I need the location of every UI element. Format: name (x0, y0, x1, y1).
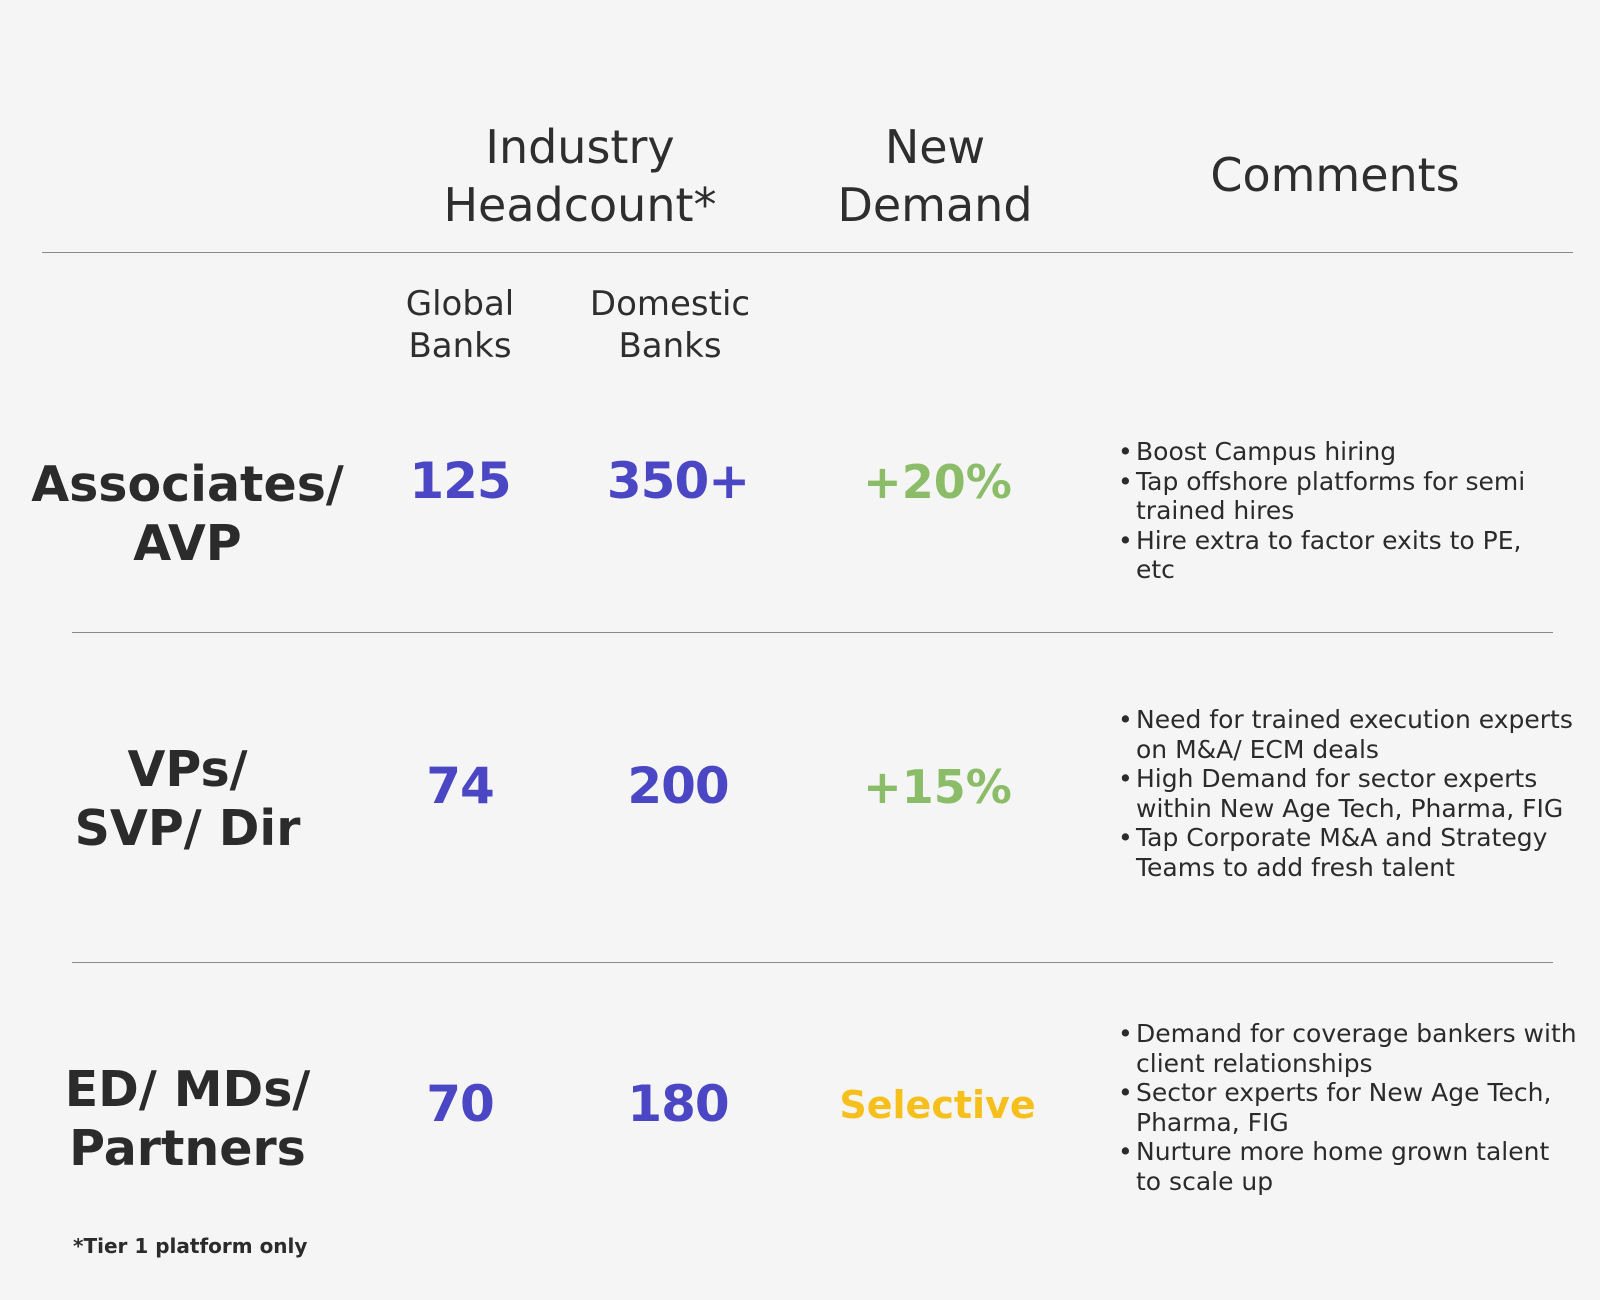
global-headcount-value: 70 (426, 1075, 495, 1133)
comments-list: Demand for coverage bankers with client … (1118, 1019, 1578, 1196)
global-headcount-value: 74 (426, 757, 495, 815)
new-demand-value: +20% (863, 455, 1012, 509)
subheader-domestic-banks: Domestic Banks (560, 283, 780, 367)
header-headcount-line2: Headcount* (443, 178, 717, 232)
comments-list: Boost Campus hiring Tap offshore platfor… (1118, 437, 1568, 585)
subheader-domestic-line1: Domestic (589, 284, 751, 324)
subheader-global-line1: Global (405, 284, 515, 324)
header-new-demand: New Demand (790, 118, 1080, 234)
row-label-line1: VPs/ (127, 741, 248, 798)
header-industry-headcount: Industry Headcount* (410, 118, 750, 234)
header-demand-line2: Demand (837, 178, 1033, 232)
row-label-eds: ED/ MDs/ Partners (20, 1060, 355, 1178)
new-demand-value: Selective (839, 1083, 1036, 1127)
footnote: *Tier 1 platform only (73, 1234, 308, 1258)
comment-item: Sector experts for New Age Tech, Pharma,… (1118, 1078, 1578, 1137)
domestic-headcount-value: 350+ (606, 452, 750, 510)
subheader-global-banks: Global Banks (355, 283, 565, 367)
row-label-line1: Associates/ (31, 456, 344, 513)
header-divider (42, 252, 1573, 253)
row-divider (72, 962, 1553, 963)
header-headcount-line1: Industry (485, 120, 675, 174)
domestic-headcount-value: 180 (627, 1075, 729, 1133)
domestic-headcount-value: 200 (627, 757, 729, 815)
row-label-line2: AVP (133, 515, 242, 572)
row-label-associates: Associates/ AVP (20, 455, 355, 573)
comment-item: Nurture more home grown talent to scale … (1118, 1137, 1578, 1196)
comments-list: Need for trained execution experts on M&… (1118, 705, 1588, 882)
row-divider (72, 632, 1553, 633)
header-comments-label: Comments (1210, 148, 1460, 202)
comment-item: Tap offshore platforms for semi trained … (1118, 467, 1568, 526)
subheader-domestic-line2: Banks (618, 326, 722, 366)
header-demand-line1: New (884, 120, 986, 174)
comment-item: Boost Campus hiring (1118, 437, 1568, 467)
comment-item: Hire extra to factor exits to PE, etc (1118, 526, 1568, 585)
row-label-vps: VPs/ SVP/ Dir (20, 740, 355, 858)
row-label-line2: Partners (69, 1120, 306, 1177)
row-label-line1: ED/ MDs/ (64, 1061, 311, 1118)
row-label-line2: SVP/ Dir (74, 800, 301, 857)
header-comments: Comments (1130, 146, 1540, 204)
comment-item: Demand for coverage bankers with client … (1118, 1019, 1578, 1078)
comment-item: High Demand for sector experts within Ne… (1118, 764, 1588, 823)
new-demand-value: +15% (863, 760, 1012, 814)
comment-item: Tap Corporate M&A and Strategy Teams to … (1118, 823, 1588, 882)
global-headcount-value: 125 (409, 452, 511, 510)
subheader-global-line2: Banks (408, 326, 512, 366)
comment-item: Need for trained execution experts on M&… (1118, 705, 1588, 764)
